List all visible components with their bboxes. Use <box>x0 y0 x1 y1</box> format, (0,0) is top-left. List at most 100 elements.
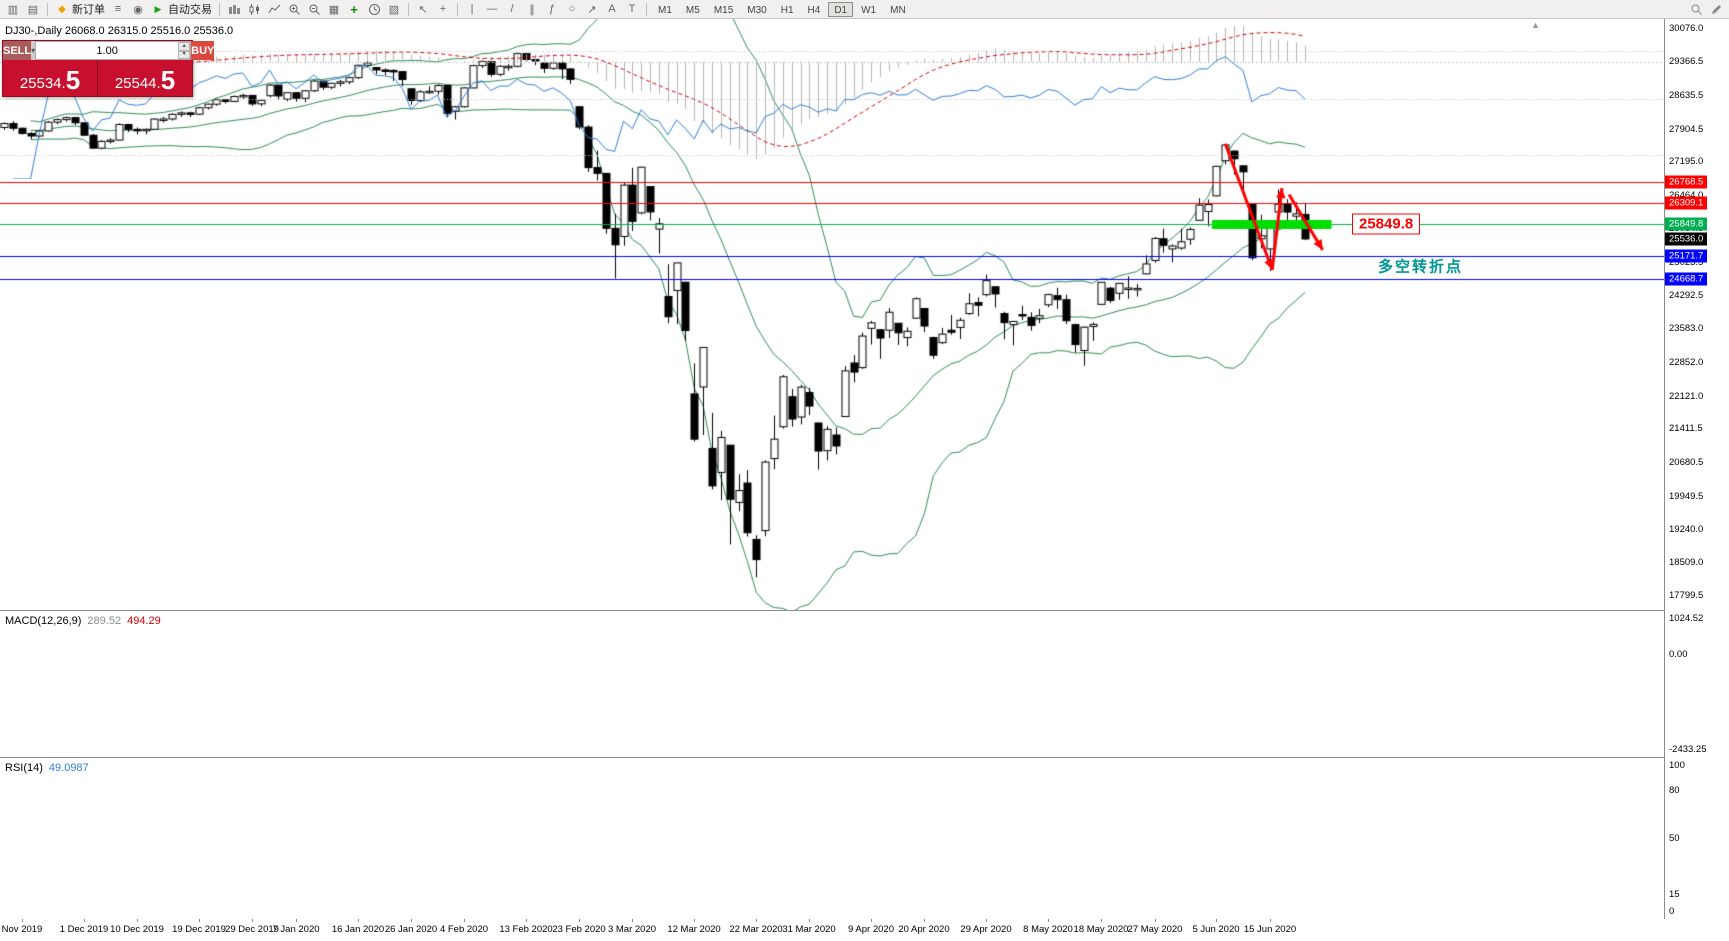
text-tool-button[interactable]: A <box>602 1 622 18</box>
shapes-button[interactable]: ○ <box>562 1 582 18</box>
buy-button[interactable]: BUY <box>191 41 215 60</box>
hline-price-tag: 25171.7 <box>1665 249 1708 263</box>
periods-button[interactable] <box>364 1 384 18</box>
new-chart-icon: ▥ <box>7 3 19 16</box>
fibonacci-icon: ƒ <box>548 3 556 15</box>
pane-separator[interactable] <box>0 610 1729 611</box>
price-axis[interactable]: 30076.0 29366.5 28635.5 27904.5 27195.0 26464… <box>1664 19 1729 941</box>
zoom-out-icon <box>307 2 321 16</box>
timeframe-m15-button[interactable]: M15 <box>708 2 739 17</box>
one-click-prices: 25534. 5 25544. 5 <box>3 60 192 96</box>
bar-chart-button[interactable] <box>224 1 244 18</box>
channel-button[interactable]: ∥ <box>522 1 542 18</box>
arrows-tool-button[interactable]: ↗ <box>582 1 602 18</box>
zoom-in-button[interactable] <box>284 1 304 18</box>
timeframe-h1-button[interactable]: H1 <box>775 2 800 17</box>
time-tick <box>579 919 580 922</box>
time-tick <box>464 919 465 922</box>
market-watch-icon: ≡ <box>114 3 122 15</box>
price-divider <box>97 60 98 96</box>
candlestick-chart-icon <box>247 2 261 16</box>
price-scale-label: 26464.0 <box>1669 190 1704 202</box>
toolbar: ▥ ▤ ◆ 新订单 ≡ ◉ ▶ 自动交易 ▦ + ▧ ↖ + | — / ∥ ƒ… <box>0 0 1729 19</box>
profiles-icon: ▤ <box>27 3 39 16</box>
rsi-pane-canvas[interactable] <box>0 19 1664 179</box>
timeframe-mn-button[interactable]: MN <box>884 2 912 17</box>
time-scale-label: 29 Dec 2019 <box>225 924 279 935</box>
time-axis[interactable]: Nov 2019 1 Dec 2019 10 Dec 2019 19 Dec 2019… <box>0 919 1729 941</box>
profiles-button[interactable]: ▤ <box>23 1 43 18</box>
search-button[interactable] <box>1686 1 1706 18</box>
tile-windows-button[interactable]: ▦ <box>324 1 344 18</box>
current-price-tag: 25536.0 <box>1665 232 1708 246</box>
price-scale-label: 22852.0 <box>1669 356 1704 368</box>
edit-button[interactable] <box>1706 1 1726 18</box>
zoom-out-button[interactable] <box>304 1 324 18</box>
macd-name: MACD(12,26,9) <box>5 615 82 627</box>
rsi-name: RSI(14) <box>5 762 43 774</box>
time-scale-label: 26 Jan 2020 <box>384 924 438 935</box>
timeframe-m5-button[interactable]: M5 <box>680 2 706 17</box>
tile-windows-icon: ▦ <box>328 3 340 16</box>
label-tool-button[interactable]: T <box>622 1 642 18</box>
trendline-button[interactable]: / <box>502 1 522 18</box>
templates-button[interactable]: ▧ <box>384 1 404 18</box>
price-scale-label: 29366.5 <box>1669 56 1704 68</box>
timeframe-m1-button[interactable]: M1 <box>652 2 678 17</box>
sell-price-pips: 5 <box>65 65 81 95</box>
pane-separator[interactable] <box>0 757 1729 758</box>
time-scale-label: 19 Dec 2019 <box>172 924 226 935</box>
indicators-button[interactable]: + <box>344 1 364 18</box>
vertical-line-button[interactable]: | <box>462 1 482 18</box>
rsi-value: 49.0987 <box>48 762 89 774</box>
time-tick <box>84 919 85 922</box>
search-icon <box>1689 2 1703 16</box>
cursor-button[interactable]: ↖ <box>413 1 433 18</box>
toolbar-separator <box>219 2 220 16</box>
chart-shift-marker-icon[interactable]: ▲ <box>1531 20 1540 30</box>
candlestick-chart-button[interactable] <box>244 1 264 18</box>
timeframe-h4-button[interactable]: H4 <box>802 2 827 17</box>
time-scale-label: 20 Apr 2020 <box>898 924 950 935</box>
bull-bear-turning-point-note[interactable]: 多空转折点 <box>1378 258 1464 276</box>
time-tick <box>986 919 987 922</box>
timeframe-d1-button[interactable]: D1 <box>828 1 854 17</box>
volume-input[interactable] <box>36 42 179 59</box>
sell-price-button[interactable]: 25534. 5 <box>3 60 97 96</box>
horizontal-line-button[interactable]: — <box>482 1 502 18</box>
order-type-dropdown[interactable]: ▾ <box>31 41 36 60</box>
price-scale-label: 24292.5 <box>1669 290 1704 302</box>
market-watch-button[interactable]: ≡ <box>108 1 128 18</box>
time-tick <box>1048 919 1049 922</box>
alerts-button[interactable]: ◉ <box>128 1 148 18</box>
vertical-line-icon: | <box>470 3 474 15</box>
volume-increase-button[interactable]: ▴ <box>178 42 191 51</box>
arrows-tool-icon: ↗ <box>587 3 597 16</box>
rsi-scale-label: 100 <box>1669 760 1685 771</box>
sell-button[interactable]: SELL <box>3 41 32 60</box>
new-order-button[interactable]: ◆ 新订单 <box>52 1 108 18</box>
time-tick <box>252 919 253 922</box>
buy-price-button[interactable]: 25544. 5 <box>98 60 192 96</box>
time-tick <box>1155 919 1156 922</box>
autotrading-button[interactable]: ▶ 自动交易 <box>148 1 215 18</box>
rsi-label: RSI(14) 49.0987 <box>5 762 89 774</box>
bar-chart-icon <box>227 2 241 16</box>
rsi-scale-label: 80 <box>1669 785 1680 796</box>
macd-signal-value: 494.29 <box>127 615 161 627</box>
crosshair-button[interactable]: + <box>433 1 453 18</box>
timeframe-w1-button[interactable]: W1 <box>855 2 882 17</box>
timeframe-m30-button[interactable]: M30 <box>741 2 772 17</box>
time-scale-label: 9 Apr 2020 <box>848 924 894 935</box>
buy-price-pips: 5 <box>160 65 176 95</box>
volume-decrease-button[interactable]: ▾ <box>178 50 191 59</box>
new-chart-button[interactable]: ▥ <box>3 1 23 18</box>
fibonacci-button[interactable]: ƒ <box>542 1 562 18</box>
new-order-icon: ◆ <box>58 3 66 15</box>
time-scale-label: Nov 2019 <box>1 924 43 935</box>
price-callout-label[interactable]: 25849.8 <box>1352 213 1421 235</box>
line-chart-button[interactable] <box>264 1 284 18</box>
price-scale-label: 30076.0 <box>1669 23 1704 35</box>
time-tick <box>694 919 695 922</box>
time-scale-label: 15 Jun 2020 <box>1243 924 1297 935</box>
